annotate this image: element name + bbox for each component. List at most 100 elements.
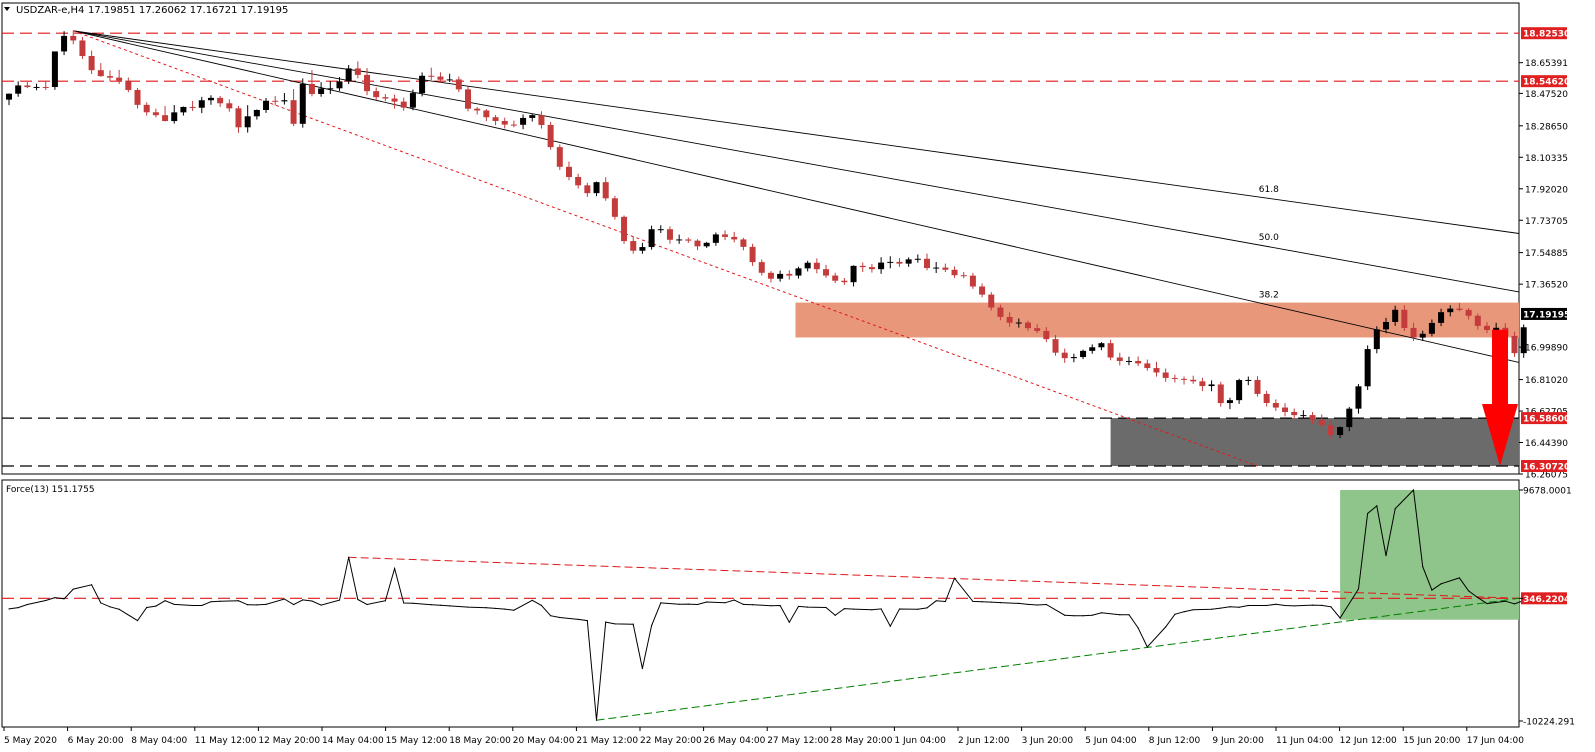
candle-body: [1401, 309, 1408, 328]
candle-body: [1346, 408, 1353, 428]
force-data-point: [770, 605, 772, 607]
candle-body: [639, 247, 646, 251]
candle-body: [1474, 315, 1481, 326]
force-data-point: [935, 600, 937, 602]
candle-body: [125, 80, 132, 90]
force-data-point: [1018, 602, 1020, 604]
resistance-zone: [795, 302, 1519, 338]
force-data-point: [788, 621, 790, 623]
force-data-point: [1100, 612, 1103, 614]
force-data-point: [256, 604, 258, 606]
force-data-point: [292, 603, 295, 606]
force-data-point: [366, 603, 368, 606]
candle-body: [832, 275, 839, 281]
force-data-point: [1238, 606, 1240, 608]
force-data-point: [1082, 615, 1084, 617]
force-data-point: [1210, 608, 1213, 610]
candle-body: [226, 103, 233, 109]
force-data-point: [1504, 600, 1506, 602]
force-data-point: [852, 608, 855, 610]
candle-body: [24, 85, 31, 88]
force-data-point: [338, 599, 341, 601]
candle-body: [813, 262, 820, 270]
time-axis-label: 21 May 12:00: [576, 736, 638, 746]
force-data-point: [449, 605, 451, 607]
force-data-point: [91, 584, 93, 586]
candle-body: [446, 79, 453, 81]
force-data-point: [109, 606, 111, 608]
price-axis-label: 17.36520: [1525, 281, 1568, 291]
candle-body: [1089, 347, 1096, 351]
force-data-point: [651, 624, 653, 627]
force-data-point: [504, 608, 506, 610]
candle-body: [1153, 368, 1160, 373]
candle-body: [1006, 316, 1013, 323]
fibonacci-fan-label: 50.0: [1259, 233, 1279, 243]
force-data-point: [843, 608, 845, 610]
candle-body: [951, 269, 958, 276]
candle-body: [1070, 357, 1077, 359]
candle-body: [419, 75, 426, 94]
candle-body: [345, 68, 352, 82]
force-data-point: [100, 602, 102, 604]
force-data-point: [348, 556, 350, 558]
force-data-point: [559, 616, 561, 619]
force-data-point: [678, 603, 680, 605]
candle-body: [1483, 325, 1490, 330]
force-data-point: [192, 604, 194, 607]
time-axis-label: 20 May 04:00: [513, 736, 575, 746]
time-axis-label: 9 Jun 20:00: [1212, 736, 1264, 746]
force-data-point: [834, 614, 836, 616]
force-data-point: [393, 567, 396, 570]
force-data-point: [155, 605, 157, 607]
force-data-point: [605, 621, 607, 623]
force-data-point: [1422, 565, 1424, 568]
candle-body: [1125, 360, 1132, 362]
candle-body: [217, 97, 224, 104]
candle-body: [510, 124, 517, 126]
time-axis-label: 1 Jun 04:00: [894, 736, 946, 746]
candle-body: [1419, 333, 1426, 338]
candle-body: [685, 239, 692, 241]
time-axis-label: 18 May 20:00: [449, 736, 511, 746]
candle-body: [162, 115, 169, 122]
force-data-point: [540, 604, 543, 606]
candle-body: [97, 70, 104, 77]
force-data-point: [513, 609, 515, 611]
force-data-point: [944, 600, 946, 603]
candle-body: [1373, 329, 1380, 350]
force-axis-label: 346.2204: [1523, 595, 1570, 605]
candle-body: [382, 97, 389, 99]
time-axis-label: 14 May 04:00: [322, 736, 384, 746]
price-axis-label: 17.54885: [1525, 249, 1568, 259]
candle-body: [740, 239, 747, 247]
force-data-point: [742, 603, 745, 606]
force-data-point: [1183, 611, 1185, 613]
candle-body: [1465, 309, 1472, 316]
candle-body: [1272, 402, 1279, 408]
time-axis-label: 5 May 2020: [4, 736, 57, 746]
force-data-point: [1477, 596, 1479, 599]
candle-body: [648, 229, 655, 248]
time-axis-label: 28 May 20:00: [831, 736, 893, 746]
support-price-label-box: [1521, 460, 1567, 473]
force-data-point: [1293, 605, 1295, 607]
candle-body: [483, 110, 490, 118]
candle-body: [529, 115, 536, 118]
candle-body: [997, 307, 1004, 317]
time-axis-label: 15 May 12:00: [386, 736, 448, 746]
collapse-triangle-icon[interactable]: [4, 7, 10, 11]
force-data-point: [926, 607, 928, 609]
force-data-point: [990, 601, 992, 603]
candle-body: [878, 262, 885, 270]
candle-body: [198, 100, 205, 108]
candle-body: [694, 240, 701, 247]
candle-body: [327, 88, 334, 90]
force-data-point: [1376, 505, 1378, 507]
time-axis-label: 6 May 20:00: [68, 736, 124, 746]
force-data-point: [1440, 583, 1442, 585]
candle-body: [1052, 339, 1059, 353]
force-data-point: [724, 602, 726, 604]
candle-body: [33, 86, 40, 88]
force-data-point: [412, 602, 414, 604]
